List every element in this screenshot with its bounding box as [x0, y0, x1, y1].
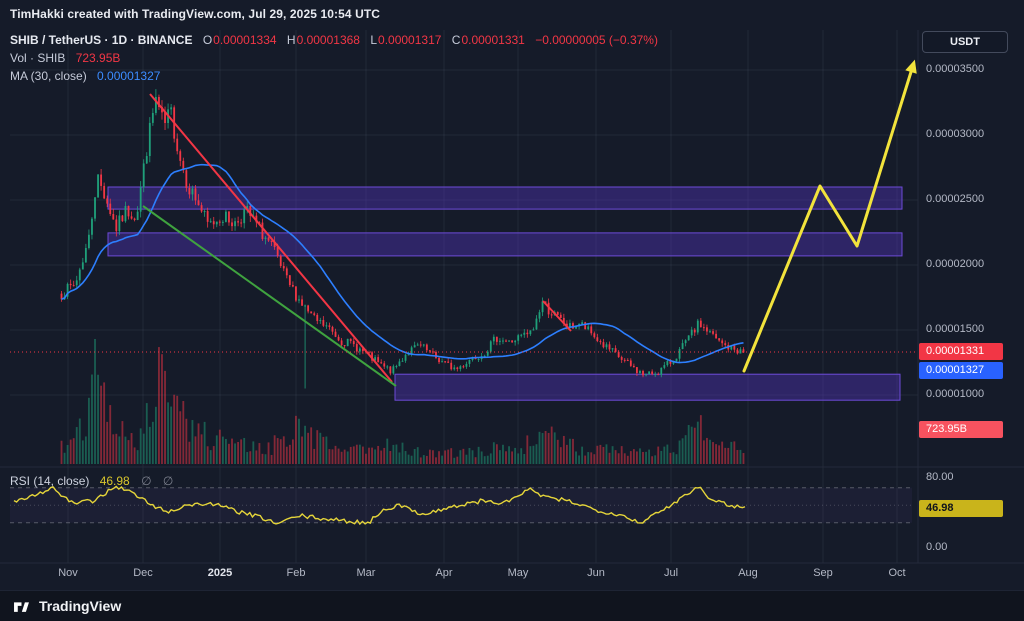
volume-badge: 723.95B [919, 421, 1003, 438]
time-axis-label-may: May [507, 567, 529, 579]
tradingview-brand[interactable]: TradingView [39, 598, 122, 614]
ohlc-high-label: H [286, 33, 296, 47]
price-axis-label: 0.00002500 [926, 193, 985, 205]
price-axis-label: 0.00001000 [926, 388, 985, 400]
descending-trendline-red[interactable] [149, 93, 393, 383]
time-axis-label-dec: Dec [133, 567, 153, 579]
tradingview-logo-icon[interactable] [12, 597, 31, 616]
price-axis-label: 0.00002000 [926, 258, 985, 270]
ohlc-open-value: 0.00001334 [213, 33, 277, 47]
ohlc-change: −0.00000005 (−0.37%) [535, 33, 658, 47]
rsi-legend-value: 46.98 [99, 474, 130, 488]
chart-legend: SHIB / TetherUS · 1D · BINANCE O0.000013… [10, 31, 658, 85]
ohlc-low-label: L [370, 33, 378, 47]
volume-legend-label[interactable]: Vol · SHIB [10, 51, 66, 65]
rsi-empty-indicator-2: ∅ [162, 474, 174, 488]
rsi-empty-indicator-1: ∅ [141, 474, 152, 488]
attribution-text: TimHakki created with TradingView.com, J… [10, 7, 381, 21]
time-axis-label-mar: Mar [356, 567, 376, 579]
rsi-axis-0: 0.00 [926, 541, 948, 553]
time-axis-label-2025: 2025 [207, 567, 233, 579]
time-axis-label-apr: Apr [435, 567, 453, 579]
volume-row: Vol · SHIB 723.95B [10, 49, 658, 67]
ma-legend-label[interactable]: MA (30, close) [10, 69, 87, 83]
zone-upper-resistance[interactable] [107, 186, 903, 210]
time-axis-label-oct: Oct [888, 567, 906, 579]
ma-legend-value: 0.00001327 [97, 69, 161, 83]
ohlc-close-label: C [451, 33, 461, 47]
rsi-value-badge: 46.98 [919, 500, 1003, 517]
time-axis-label-sep: Sep [813, 567, 833, 579]
zone-demand-base[interactable] [394, 373, 901, 401]
time-axis-label-nov: Nov [58, 567, 78, 579]
ohlc-close-value: 0.00001331 [461, 33, 525, 47]
ohlc-low-value: 0.00001317 [378, 33, 442, 47]
trendlines [142, 93, 572, 387]
projection-arrowhead [905, 59, 917, 74]
may-peak-trendline-red[interactable] [542, 300, 572, 332]
ma-price-badge: 0.00001327 [919, 362, 1003, 379]
projection-path [742, 59, 917, 373]
price-axis-label: 0.00003500 [926, 63, 985, 75]
rsi-legend-label[interactable]: RSI (14, close) [10, 474, 90, 488]
rsi-pane [10, 485, 912, 526]
rsi-axis-80: 80.00 [926, 471, 954, 483]
ma-row: MA (30, close) 0.00001327 [10, 67, 658, 85]
volume-legend-value: 723.95B [75, 51, 121, 65]
time-axis-label-aug: Aug [738, 567, 758, 579]
price-axis-label: 0.00003000 [926, 128, 985, 140]
footer-bar: TradingView [0, 590, 1024, 621]
ma-line [61, 163, 744, 364]
volume-bars [60, 339, 745, 464]
price-axis-label: 0.00001500 [926, 323, 985, 335]
last-price-badge: 0.00001331 [919, 343, 1003, 360]
pane-separators [0, 30, 1024, 564]
descending-trendline-green[interactable] [142, 205, 397, 387]
currency-toggle-button[interactable]: USDT [922, 31, 1008, 53]
ohlc-high-value: 0.00001368 [296, 33, 360, 47]
symbol-title[interactable]: SHIB / TetherUS · 1D · BINANCE [10, 33, 193, 47]
time-axis-label-feb: Feb [286, 567, 306, 579]
rsi-legend: RSI (14, close) 46.98 ∅ ∅ [10, 474, 173, 488]
time-axis-label-jun: Jun [587, 567, 605, 579]
symbol-row: SHIB / TetherUS · 1D · BINANCE O0.000013… [10, 31, 658, 49]
ohlc-open-label: O [202, 33, 213, 47]
time-axis-label-jul: Jul [663, 567, 679, 579]
